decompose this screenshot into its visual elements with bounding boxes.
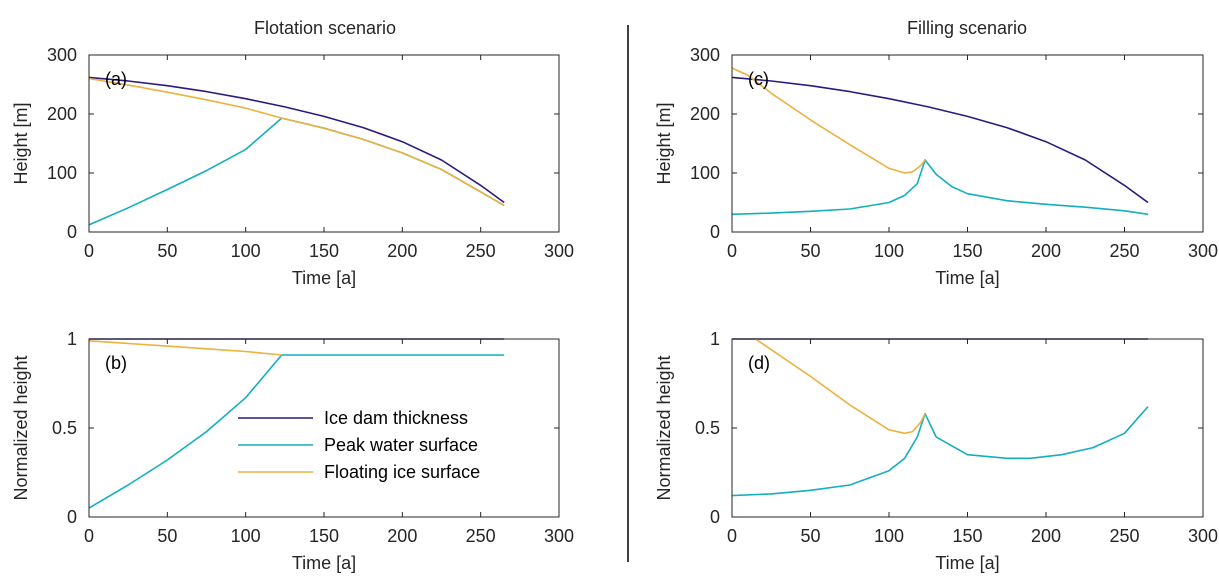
x-tick-label-d: 50 [800, 526, 820, 546]
x-tick-label-c: 150 [952, 241, 982, 261]
x-tick-label-b: 200 [387, 526, 417, 546]
x-tick-label-a: 150 [309, 241, 339, 261]
y-tick-label-c: 100 [690, 163, 720, 183]
x-tick-label-d: 300 [1188, 526, 1218, 546]
panel-label-c: (c) [748, 69, 769, 89]
x-axis-label-b: Time [a] [292, 553, 356, 573]
x-tick-label-d: 250 [1109, 526, 1139, 546]
y-tick-label-d: 1 [710, 329, 720, 349]
x-tick-label-c: 100 [874, 241, 904, 261]
legend-label-floating-ice-surface: Floating ice surface [324, 462, 480, 482]
title-right-column: Filling scenario [907, 18, 1027, 38]
y-tick-label-a: 0 [67, 222, 77, 242]
series-line-d-peak-water-surface [731, 406, 1149, 497]
y-tick-label-a: 200 [47, 104, 77, 124]
x-tick-label-a: 100 [231, 241, 261, 261]
x-tick-label-c: 200 [1031, 241, 1061, 261]
panel-label-b: (b) [105, 353, 127, 373]
series-line-c-ice-dam-thickness [731, 76, 1149, 204]
y-tick-label-d: 0 [710, 507, 720, 527]
panel-b: 0 50 100 150 200 250 300 0 0.5 1 Time [a] Normalize… [11, 329, 574, 573]
x-tick-label-c: 300 [1188, 241, 1218, 261]
y-tick-label-a: 100 [47, 163, 77, 183]
series-line-a-peak-water-surface [88, 117, 505, 226]
y-tick-label-c: 300 [690, 45, 720, 65]
x-tick-label-a: 0 [84, 241, 94, 261]
y-tick-label-b: 1 [67, 329, 77, 349]
x-tick-label-d: 100 [874, 526, 904, 546]
x-tick-label-c: 0 [727, 241, 737, 261]
x-tick-label-c: 250 [1109, 241, 1139, 261]
axes-box-c [731, 54, 1204, 233]
series-line-c-peak-water-surface [731, 159, 1149, 216]
y-tick-label-d: 0.5 [695, 418, 720, 438]
x-tick-label-a: 50 [157, 241, 177, 261]
series-line-b-floating-ice-surface [88, 340, 282, 356]
y-tick-label-c: 0 [710, 222, 720, 242]
y-tick-label-c: 200 [690, 104, 720, 124]
axes-box-b [88, 338, 560, 518]
x-tick-label-b: 250 [466, 526, 496, 546]
x-tick-label-a: 300 [544, 241, 574, 261]
y-axis-label-b: Normalized height [11, 355, 31, 500]
panel-d: 0 50 100 150 200 250 300 0 0.5 1 Time [a] Normalize… [654, 329, 1218, 573]
y-tick-label-b: 0 [67, 507, 77, 527]
panel-c: 0 50 100 150 200 250 300 0 100 200 300 Time [a] Heig… [654, 45, 1218, 288]
x-tick-label-c: 50 [800, 241, 820, 261]
x-tick-label-b: 0 [84, 526, 94, 546]
series-line-a-ice-dam-thickness [88, 76, 505, 204]
title-left-column: Flotation scenario [254, 18, 396, 38]
y-tick-label-a: 300 [47, 45, 77, 65]
legend: Ice dam thickness Peak water surface Float… [238, 408, 480, 482]
x-tick-label-b: 150 [309, 526, 339, 546]
x-axis-label-c: Time [a] [935, 268, 999, 288]
series-line-a-floating-ice-surface [88, 77, 505, 207]
series-line-b-peak-water-surface [88, 354, 505, 509]
x-tick-label-d: 150 [952, 526, 982, 546]
y-axis-label-c: Height [m] [654, 102, 674, 184]
x-axis-label-d: Time [a] [935, 553, 999, 573]
x-axis-label-a: Time [a] [292, 268, 356, 288]
panel-label-d: (d) [748, 353, 770, 373]
series-line-d-floating-ice-surface [755, 338, 926, 435]
x-tick-label-d: 0 [727, 526, 737, 546]
axes-box-a [88, 54, 560, 233]
panel-a: 0 50 100 150 200 250 300 0 100 200 300 Time [a] Heig… [11, 45, 574, 288]
y-tick-label-b: 0.5 [52, 418, 77, 438]
x-tick-label-a: 200 [387, 241, 417, 261]
y-axis-label-d: Normalized height [654, 355, 674, 500]
panel-label-a: (a) [105, 69, 127, 89]
series-line-c-floating-ice-surface [731, 67, 926, 174]
legend-label-ice-dam-thickness: Ice dam thickness [324, 408, 468, 428]
legend-label-peak-water-surface: Peak water surface [324, 435, 478, 455]
x-tick-label-b: 100 [231, 526, 261, 546]
x-tick-label-d: 200 [1031, 526, 1061, 546]
y-axis-label-a: Height [m] [11, 102, 31, 184]
x-tick-label-a: 250 [466, 241, 496, 261]
x-tick-label-b: 50 [157, 526, 177, 546]
x-tick-label-b: 300 [544, 526, 574, 546]
